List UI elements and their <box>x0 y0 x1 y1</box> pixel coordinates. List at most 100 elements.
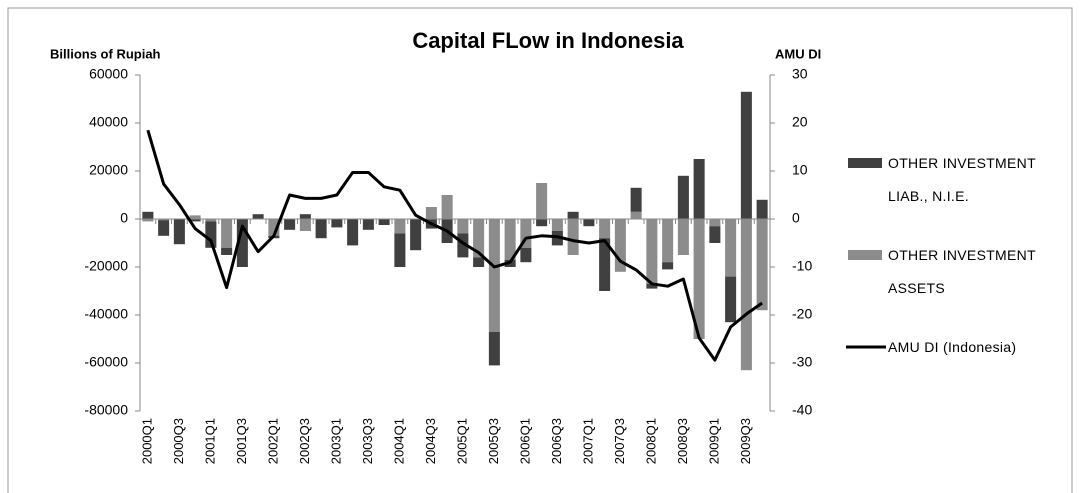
bar <box>740 91 752 219</box>
bar <box>662 219 674 263</box>
bar <box>756 219 768 311</box>
x-tick-label: 2000Q3 <box>171 418 186 464</box>
x-tick-label: 2006Q3 <box>549 418 564 464</box>
y-tick-label: -80000 <box>84 402 128 418</box>
bar <box>520 219 532 248</box>
y-axis-label: Billions of Rupiah <box>50 46 161 61</box>
x-tick-label: 2001Q3 <box>234 418 249 464</box>
bar <box>599 238 611 291</box>
bar <box>614 219 626 272</box>
bar <box>299 214 311 219</box>
bar <box>709 219 721 227</box>
bar <box>410 219 422 251</box>
legend-label: AMU DI (Indonesia) <box>888 339 1017 355</box>
x-tick-label: 2008Q3 <box>675 418 690 464</box>
bar <box>394 233 406 267</box>
y-tick-label: -40000 <box>84 306 128 322</box>
y2-tick-label: -10 <box>792 258 812 274</box>
bar <box>709 226 721 243</box>
x-tick-label: 2009Q3 <box>738 418 753 464</box>
x-tick-label: 2002Q1 <box>265 418 280 464</box>
bar <box>268 219 280 236</box>
x-tick-label: 2004Q3 <box>423 418 438 464</box>
bar <box>252 214 264 219</box>
y2-tick-label: 30 <box>792 66 808 82</box>
bar <box>331 219 343 228</box>
bar <box>536 219 548 227</box>
chart-title: Capital FLow in Indonesia <box>412 28 684 53</box>
bar <box>158 219 170 221</box>
bar <box>630 211 642 219</box>
y-tick-label: -20000 <box>84 258 128 274</box>
x-tick-label: 2009Q1 <box>706 418 721 464</box>
bar <box>567 219 579 255</box>
bar <box>441 195 453 219</box>
legend-swatch <box>848 158 882 168</box>
bar <box>378 219 390 225</box>
legend-label: OTHER INVESTMENT LIAB., N.I.E. <box>888 155 1036 204</box>
y2-axis-label: AMU DI <box>775 46 821 61</box>
bar <box>347 219 359 246</box>
bar <box>677 219 689 255</box>
y2-tick-label: 0 <box>792 210 800 226</box>
bar <box>693 219 705 339</box>
bar <box>362 219 374 230</box>
bar <box>236 219 248 267</box>
line-series <box>146 129 763 362</box>
x-tick-label: 2006Q1 <box>517 418 532 464</box>
bar <box>725 276 737 323</box>
bar <box>536 183 548 219</box>
bar <box>457 233 469 258</box>
x-tick-label: 2003Q3 <box>360 418 375 464</box>
bar <box>221 247 233 255</box>
y2-tick-label: -30 <box>792 354 812 370</box>
y-tick-label: 0 <box>120 210 128 226</box>
bar <box>646 219 658 284</box>
bar <box>473 257 485 267</box>
y-tick-label: 60000 <box>89 66 128 82</box>
bar <box>473 219 485 258</box>
x-tick-label: 2001Q1 <box>202 418 217 464</box>
bar <box>189 215 201 219</box>
bar <box>221 219 233 248</box>
x-tick-label: 2004Q1 <box>391 418 406 464</box>
chart-frame <box>7 7 1073 493</box>
bar <box>599 219 611 239</box>
bar <box>189 219 201 222</box>
y2-tick-label: 10 <box>792 162 808 178</box>
bar <box>756 199 768 219</box>
bar <box>740 219 752 371</box>
bar <box>488 331 500 366</box>
bar <box>488 219 500 332</box>
bar <box>520 247 532 263</box>
y-tick-label: -60000 <box>84 354 128 370</box>
bar <box>662 262 674 270</box>
bar <box>299 219 311 231</box>
bar <box>394 219 406 234</box>
bar <box>284 219 296 230</box>
bar <box>158 220 170 236</box>
bar <box>551 219 563 231</box>
y2-tick-label: -40 <box>792 402 812 418</box>
bar <box>315 219 327 239</box>
bar <box>142 211 154 219</box>
bar <box>567 211 579 219</box>
legend-label: OTHER INVESTMENT ASSETS <box>888 247 1036 296</box>
bar <box>142 219 154 222</box>
bar <box>504 219 516 260</box>
x-tick-label: 2005Q3 <box>486 418 501 464</box>
x-tick-label: 2008Q1 <box>643 418 658 464</box>
bar <box>677 175 689 219</box>
bar <box>425 207 437 219</box>
bar <box>583 219 595 227</box>
y2-tick-label: 20 <box>792 114 808 130</box>
bar <box>457 219 469 234</box>
x-tick-label: 2002Q3 <box>297 418 312 464</box>
legend-swatch <box>848 250 882 260</box>
bar <box>725 219 737 277</box>
x-tick-label: 2007Q3 <box>612 418 627 464</box>
x-tick-label: 2003Q1 <box>328 418 343 464</box>
x-tick-label: 2005Q1 <box>454 418 469 464</box>
